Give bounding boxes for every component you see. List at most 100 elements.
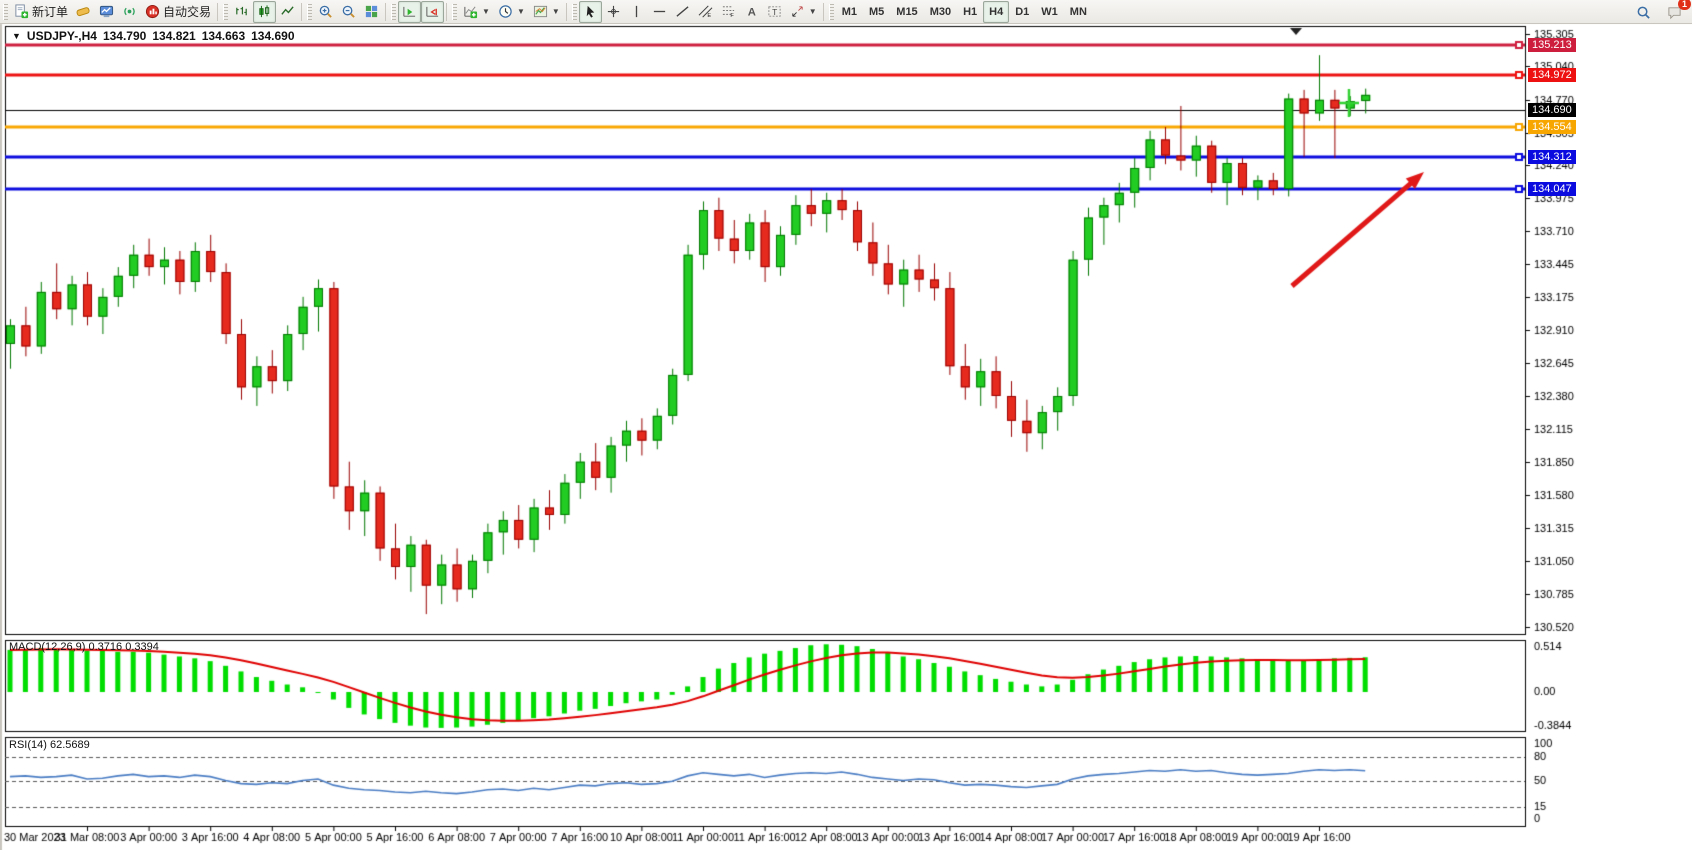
svg-text:E: E [707, 13, 711, 19]
ohlc-low: 134.663 [201, 29, 246, 43]
tf-m15-button[interactable]: M15 [890, 1, 923, 23]
svg-text:T: T [772, 7, 777, 17]
ohlc-open: 134.790 [102, 29, 147, 43]
zoom-in-button[interactable] [314, 1, 337, 23]
ohlc-close: 134.690 [251, 29, 295, 43]
macd-value: 0.3716 [88, 641, 123, 653]
notifications-button[interactable]: 1 [1663, 0, 1691, 23]
tile-windows-icon [364, 4, 379, 19]
autotrading-icon [145, 4, 160, 19]
trendline-button[interactable] [671, 1, 694, 23]
tf-mn-button[interactable]: MN [1064, 1, 1093, 23]
text-label-button[interactable]: T [763, 1, 786, 23]
line-chart-button[interactable] [276, 1, 299, 23]
equidistant-channel-button[interactable]: E [694, 1, 717, 23]
tf-m30-label: M30 [929, 5, 952, 18]
tile-windows-button[interactable] [360, 1, 383, 23]
arrows-button[interactable]: ▼ [786, 1, 821, 23]
terminal-button[interactable] [95, 1, 118, 23]
tf-h1-label: H1 [963, 5, 978, 18]
toolbar-grip[interactable] [391, 3, 397, 20]
tf-h4-label: H4 [989, 5, 1004, 18]
signals-button[interactable] [118, 1, 141, 23]
tf-h1-button[interactable]: H1 [957, 1, 983, 23]
horizontal-line-button[interactable] [648, 1, 671, 23]
price-tag-134.047[interactable]: 134.047 [1528, 182, 1576, 197]
tf-d1-label: D1 [1015, 5, 1030, 18]
macd-name: MACD(12,26,9) [9, 641, 86, 653]
toolbar-separator [301, 2, 303, 21]
tf-m5-button[interactable]: M5 [863, 1, 890, 23]
equidistant-channel-icon: E [698, 4, 713, 19]
toolbar-grip[interactable] [307, 3, 313, 20]
toolbar-grip[interactable] [223, 3, 229, 20]
periods-button[interactable]: ▼ [494, 1, 529, 23]
search-button[interactable] [1632, 1, 1655, 23]
periods-icon [498, 4, 513, 19]
vertical-line-icon [629, 4, 644, 19]
templates-dropdown-icon[interactable]: ▼ [551, 7, 560, 16]
fibonacci-button[interactable]: F [717, 1, 740, 23]
zoom-out-button[interactable] [337, 1, 360, 23]
tf-d1-button[interactable]: D1 [1009, 1, 1035, 23]
rsi-value: 62.5689 [49, 739, 90, 751]
toolbar-separator [385, 2, 387, 21]
rsi-indicator-label: RSI(14) 62.5689 [9, 739, 90, 751]
indicators-button[interactable]: ▼ [459, 1, 494, 23]
macd-indicator-label: MACD(12,26,9) 0.3716 0.3394 [9, 641, 159, 653]
new-order-label: 新订单 [32, 5, 69, 19]
chart-profile-button[interactable] [72, 1, 95, 23]
tf-w1-button[interactable]: W1 [1035, 1, 1064, 23]
macd-signal-value: 0.3394 [125, 641, 159, 653]
price-tag-134.554[interactable]: 134.554 [1528, 119, 1576, 134]
price-tag-134.690[interactable]: 134.690 [1528, 102, 1576, 117]
candlestick-chart-button[interactable] [253, 0, 277, 23]
arrows-dropdown-icon[interactable]: ▼ [808, 7, 817, 16]
chart-shift-icon [425, 4, 440, 19]
auto-scroll-button[interactable] [398, 0, 422, 23]
tf-m30-button[interactable]: M30 [924, 1, 957, 23]
autotrading-label: 自动交易 [163, 5, 212, 19]
cursor-icon [583, 4, 598, 19]
tf-mn-label: MN [1069, 5, 1087, 18]
horizontal-line-icon [652, 4, 667, 19]
toolbar-separator [565, 2, 567, 21]
signals-icon [122, 4, 137, 19]
chart-profile-icon [76, 4, 91, 19]
price-tag-134.972[interactable]: 134.972 [1528, 67, 1576, 82]
bar-chart-button[interactable] [230, 1, 253, 23]
crosshair-icon [606, 4, 621, 19]
candlestick-chart-icon [257, 4, 272, 19]
tf-m5-label: M5 [869, 5, 885, 18]
cursor-button[interactable] [578, 0, 602, 23]
auto-scroll-icon [402, 4, 417, 19]
price-tag-135.213[interactable]: 135.213 [1528, 37, 1576, 52]
terminal-icon [99, 4, 114, 19]
toolbar-grip[interactable] [828, 3, 834, 20]
text-button[interactable]: A [740, 1, 763, 23]
autotrading-button[interactable]: 自动交易 [141, 1, 215, 23]
symbol-period-label: USDJPY-,H4 [26, 29, 97, 43]
trendline-icon [675, 4, 690, 19]
indicators-dropdown-icon[interactable]: ▼ [482, 7, 490, 16]
new-order-button[interactable]: 新订单 [10, 1, 72, 23]
tf-m1-button[interactable]: M1 [836, 1, 863, 23]
toolbar-grip[interactable] [452, 3, 458, 20]
vertical-line-button[interactable] [625, 1, 648, 23]
rsi-name: RSI(14) [9, 739, 47, 751]
templates-button[interactable]: ▼ [529, 1, 564, 23]
toolbar-separator [822, 2, 824, 21]
toolbar-grip[interactable] [3, 3, 8, 20]
price-tag-134.312[interactable]: 134.312 [1528, 149, 1576, 164]
arrows-icon [790, 4, 805, 19]
svg-text:F: F [730, 13, 734, 19]
toolbar-grip[interactable] [571, 3, 577, 20]
chart-shift-button[interactable] [421, 0, 445, 23]
main-toolbar: 新订单 自动交易 ▼ ▼ ▼ E F A T ▼ M1 M5 M15 M30 H1 H4 D1 W1 MN 1 [0, 0, 1692, 24]
periods-dropdown-icon[interactable]: ▼ [516, 7, 525, 16]
chart-title-dropdown-icon[interactable]: ▼ [12, 31, 21, 41]
tf-h4-button[interactable]: H4 [983, 0, 1010, 23]
crosshair-button[interactable] [602, 1, 625, 23]
